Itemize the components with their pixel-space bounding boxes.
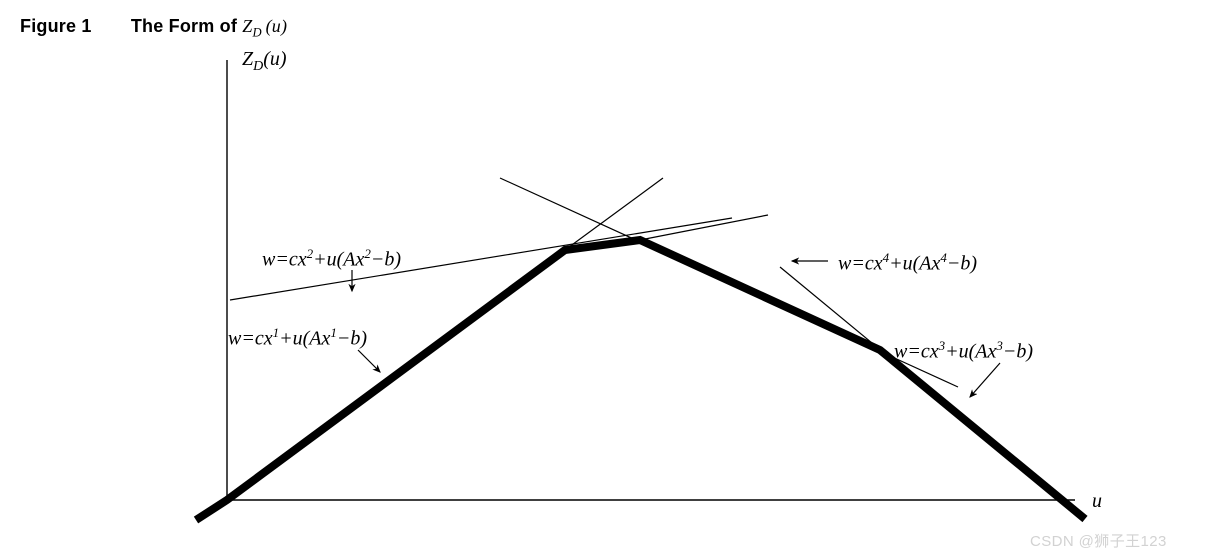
envelope-line <box>196 240 1085 520</box>
line-w2 <box>230 218 732 300</box>
arrow-w1 <box>358 350 380 372</box>
watermark-text: CSDN @狮子王123 <box>1030 533 1167 550</box>
line-w4-right-guide <box>640 215 768 240</box>
figure-container: Figure 1 The Form of ZD (u) ZD(u) u w=cx… <box>0 0 1227 560</box>
plot-svg <box>0 0 1227 560</box>
arrow-w3 <box>970 363 1000 397</box>
watermark: CSDN @狮子王123 <box>1030 530 1167 551</box>
callout-arrows <box>352 261 1000 397</box>
